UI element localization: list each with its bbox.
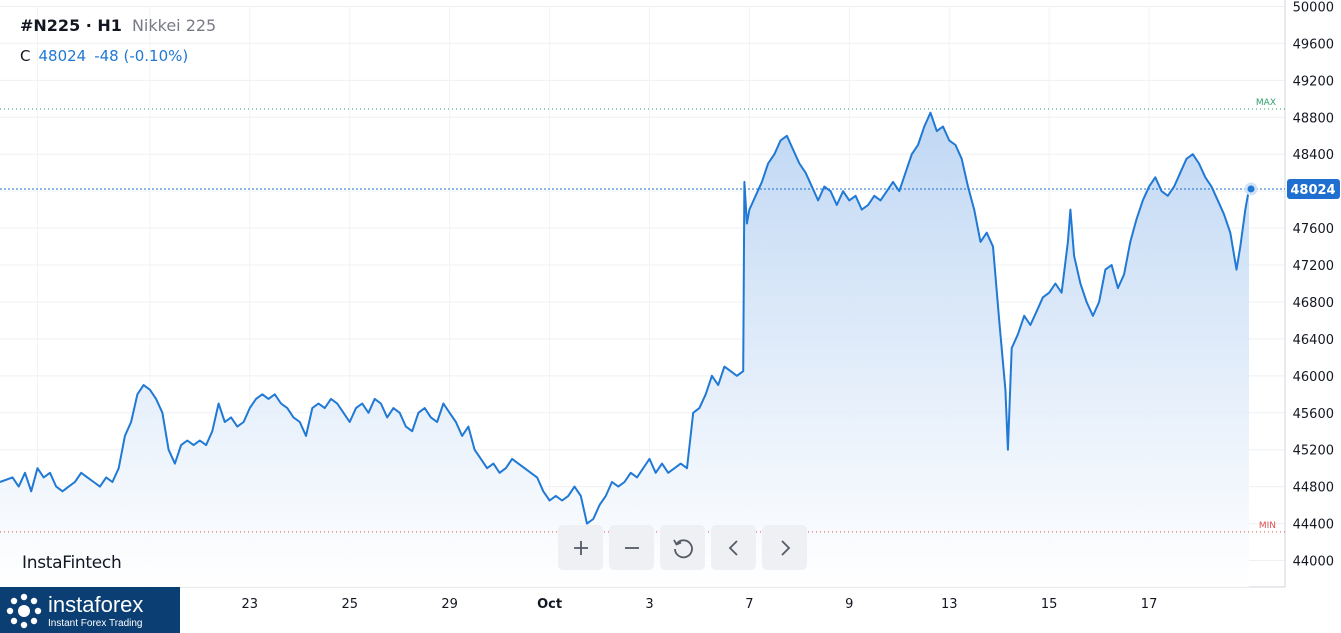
max-label: MAX — [1256, 98, 1276, 108]
close-value: 48024 — [38, 47, 87, 65]
instaforex-logo[interactable]: instaforex Instant Forex Trading — [0, 587, 180, 633]
y-tick-label: 44400 — [1293, 518, 1334, 533]
logo-wordmark: instaforex — [48, 592, 144, 617]
y-tick-label: 48400 — [1293, 148, 1334, 163]
scroll-right-icon — [780, 539, 790, 556]
current-price-tag-label: 48024 — [1290, 183, 1335, 198]
last-point-marker — [1244, 182, 1258, 196]
y-tick-label: 44800 — [1293, 481, 1334, 496]
x-tick-label: 25 — [341, 597, 358, 612]
min-label: MIN — [1259, 521, 1276, 531]
x-tick-label: 9 — [845, 597, 853, 612]
x-tick-label: 29 — [441, 597, 458, 612]
x-tick-label: 7 — [745, 597, 753, 612]
y-tick-label: 47600 — [1293, 222, 1334, 237]
close-label: C — [20, 47, 31, 65]
logo-tagline: Instant Forex Trading — [48, 618, 143, 629]
y-tick-label: 48800 — [1293, 111, 1334, 126]
zoom-out-icon — [624, 546, 639, 549]
instrument-name: Nikkei 225 — [131, 16, 217, 35]
y-tick-label: 46800 — [1293, 296, 1334, 311]
scroll-left-button[interactable] — [711, 525, 756, 570]
x-tick-label: 23 — [242, 597, 259, 612]
chart-toolbar — [558, 525, 807, 570]
zoom-out-button[interactable] — [609, 525, 654, 570]
zoom-in-button[interactable] — [558, 525, 603, 570]
change-value: -48 (-0.10%) — [94, 47, 189, 65]
instaforex-logo-icon — [6, 593, 42, 629]
series-area — [0, 112, 1249, 587]
chart-legend-price: C 48024 -48 (-0.10%) — [20, 47, 188, 65]
y-tick-label: 45200 — [1293, 444, 1334, 459]
series-line — [0, 111, 1250, 525]
reset-icon — [672, 538, 693, 558]
y-tick-label: 45600 — [1293, 407, 1334, 422]
scroll-left-icon — [728, 539, 738, 556]
y-tick-label: 49600 — [1293, 37, 1334, 52]
y-tick-label: 49200 — [1293, 74, 1334, 89]
y-tick-label: 46400 — [1293, 333, 1334, 348]
chart-legend-title: #N225 · H1 Nikkei 225 — [20, 16, 216, 35]
scroll-right-button[interactable] — [762, 525, 807, 570]
y-tick-label: 47200 — [1293, 259, 1334, 274]
x-tick-label: 13 — [941, 597, 958, 612]
x-tick-label: 3 — [645, 597, 653, 612]
zoom-in-icon — [573, 540, 588, 555]
current-price-tag — [1287, 178, 1340, 199]
x-tick-label: 15 — [1041, 597, 1058, 612]
y-tick-label: 44000 — [1293, 555, 1334, 570]
y-tick-label: 46000 — [1293, 370, 1334, 385]
symbol-label: #N225 · H1 — [20, 16, 122, 35]
x-tick-label: 17 — [1141, 597, 1158, 612]
reset-button[interactable] — [660, 525, 705, 570]
x-tick-label: Oct — [537, 597, 562, 612]
y-tick-label: 50000 — [1293, 1, 1334, 16]
watermark-brand: InstaFintech — [22, 553, 122, 573]
